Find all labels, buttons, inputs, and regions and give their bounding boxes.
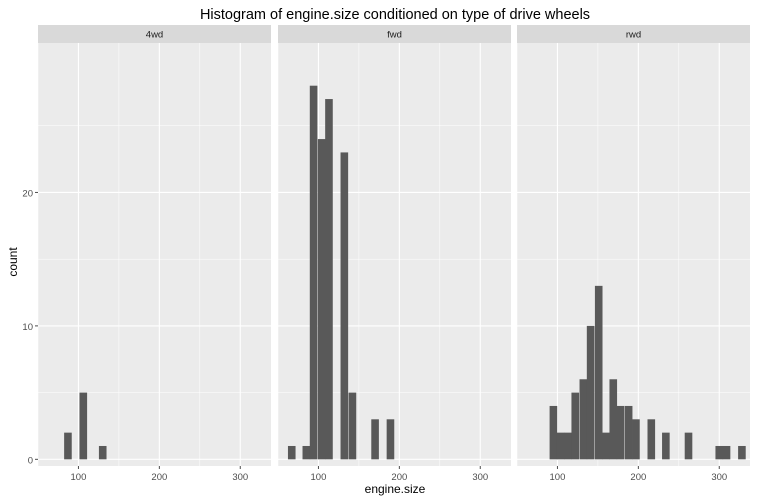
histogram-bar — [64, 432, 72, 460]
x-tick-label: 200 — [391, 472, 407, 483]
y-tick-label: 0 — [28, 455, 33, 466]
y-axis-label: count — [6, 247, 20, 277]
histogram-bar — [647, 419, 656, 460]
histogram-bar — [79, 392, 88, 460]
panel-background — [517, 43, 750, 466]
facet-strip — [517, 25, 750, 43]
histogram-bar — [564, 432, 572, 460]
facet-panel-fwd: fwd 100 200 300 — [278, 25, 511, 483]
histogram-bar — [602, 432, 610, 460]
histogram-bar — [340, 152, 349, 460]
x-tick-label: 100 — [71, 472, 87, 483]
x-axis-label: engine.size — [365, 482, 426, 496]
x-tick-label: 200 — [630, 472, 646, 483]
panel-plot-area — [38, 43, 271, 466]
histogram-bar — [371, 419, 379, 460]
x-tick-label: 300 — [711, 472, 727, 483]
facet-panel-rwd: rwd 100 200 300 — [517, 25, 750, 483]
facet-panel-4wd: 4wd 100 200 300 — [38, 25, 271, 483]
histogram-bar — [579, 379, 588, 460]
y-axis: 0 10 20 — [22, 188, 38, 466]
x-tick-label: 100 — [311, 472, 327, 483]
histogram-bar — [624, 405, 633, 460]
histogram-bar — [609, 379, 618, 460]
histogram-bar — [571, 392, 580, 460]
y-tick-label: 20 — [22, 188, 33, 199]
histogram-bar — [632, 419, 640, 460]
histogram-bar — [586, 325, 595, 460]
histogram-bar — [302, 445, 311, 460]
facet-strip — [278, 25, 511, 43]
histogram-bar — [616, 405, 625, 460]
panel-plot-area — [517, 43, 750, 466]
facet-strip-label: fwd — [387, 30, 402, 41]
histogram-bar — [549, 405, 558, 460]
histogram-bar — [287, 445, 296, 460]
y-tick-label: 10 — [22, 322, 33, 333]
facet-strip — [38, 25, 271, 43]
histogram-bar — [556, 432, 565, 460]
histogram-bar — [684, 432, 693, 460]
histogram-bar — [317, 139, 326, 460]
histogram-bar — [386, 419, 395, 460]
x-tick-label: 100 — [550, 472, 566, 483]
histogram-bar — [722, 445, 731, 460]
panel-background — [38, 43, 271, 466]
histogram-bar — [348, 392, 357, 460]
facet-strip-label: rwd — [626, 30, 641, 41]
facet-panels: 4wd 100 200 300 fwd 100 200 300 rwd 100 200 300 — [38, 25, 750, 483]
histogram-bar — [594, 285, 603, 460]
chart-title: Histogram of engine.size conditioned on … — [200, 7, 590, 23]
panel-plot-area — [278, 43, 511, 466]
x-tick-label: 300 — [232, 472, 248, 483]
histogram-bar — [325, 99, 333, 460]
histogram-bar — [715, 445, 724, 460]
x-tick-label: 300 — [472, 472, 488, 483]
histogram-bar — [309, 85, 318, 460]
histogram-bar — [98, 445, 107, 460]
x-tick-label: 200 — [151, 472, 167, 483]
facet-strip-label: 4wd — [146, 30, 163, 41]
histogram-bar — [662, 432, 670, 460]
histogram-bar — [738, 445, 746, 460]
